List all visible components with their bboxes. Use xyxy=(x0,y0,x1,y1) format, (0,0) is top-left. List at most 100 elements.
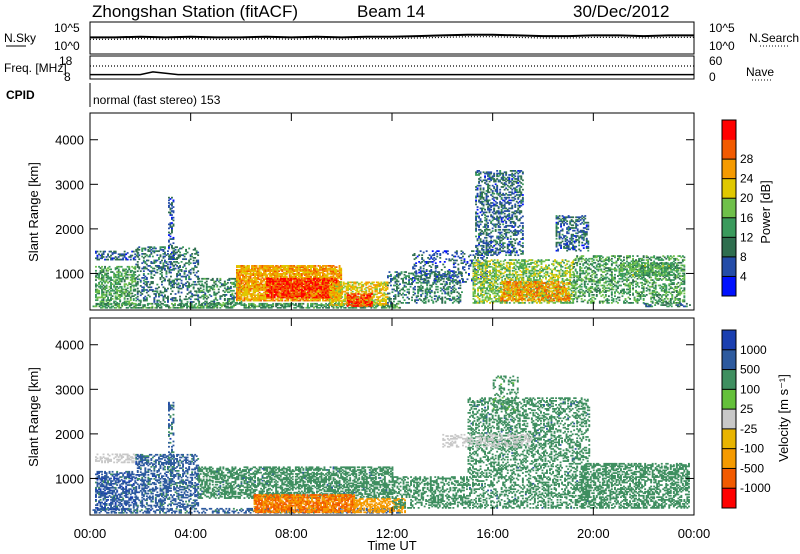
range-gate-cell xyxy=(139,299,142,302)
range-gate-cell xyxy=(100,306,103,309)
range-gate-cell xyxy=(171,290,174,293)
range-gate-cell xyxy=(411,296,414,299)
range-gate-cell xyxy=(162,302,164,305)
range-gate-cell xyxy=(179,265,182,267)
range-gate-cell xyxy=(243,304,246,306)
range-gate-cell xyxy=(436,291,439,294)
range-gate-cell xyxy=(181,306,184,309)
range-gate-cell xyxy=(168,234,170,236)
beam-label: Beam 14 xyxy=(357,2,425,21)
range-gate-cell xyxy=(192,294,195,297)
range-gate-cell xyxy=(120,253,123,256)
range-gate-cell xyxy=(258,305,261,308)
range-gate-cell xyxy=(153,274,156,277)
range-gate-cell xyxy=(198,300,201,303)
range-gate-cell xyxy=(214,305,217,308)
range-gate-cell xyxy=(150,246,153,249)
range-gate-cell xyxy=(380,305,383,308)
range-gate-cell xyxy=(254,306,257,309)
range-gate-cell xyxy=(185,270,188,273)
range-gate-cell xyxy=(101,254,104,257)
range-gate-cell xyxy=(145,285,148,287)
range-gate-cell xyxy=(199,289,202,292)
range-gate-cell xyxy=(147,248,150,251)
range-gate-cell xyxy=(397,306,400,309)
range-gate-cell xyxy=(148,255,151,258)
range-gate-cell xyxy=(144,275,147,278)
range-gate-cell xyxy=(213,305,216,308)
range-gate-cell xyxy=(117,298,120,300)
range-gate-cell xyxy=(98,277,101,280)
range-gate-cell xyxy=(170,269,172,271)
range-gate-cell xyxy=(144,299,147,302)
range-gate-cell xyxy=(414,285,417,288)
range-gate-cell xyxy=(370,293,373,295)
range-gate-cell xyxy=(101,299,104,302)
range-gate-cell xyxy=(117,277,120,280)
range-gate-cell xyxy=(284,302,287,305)
range-gate-cell xyxy=(440,269,443,271)
range-gate-cell xyxy=(145,281,148,283)
range-gate-cell xyxy=(186,302,189,305)
range-gate-cell xyxy=(169,306,172,309)
frequency-panel-frame xyxy=(89,55,695,80)
range-gate-cell xyxy=(156,259,159,262)
range-gate-cell xyxy=(154,290,157,293)
range-gate-cell xyxy=(128,294,131,296)
range-gate-cell xyxy=(151,262,154,265)
range-gate-cell xyxy=(158,266,160,269)
range-gate-cell xyxy=(191,283,194,286)
range-gate-cell xyxy=(95,304,98,306)
range-gate-cell xyxy=(102,303,105,306)
range-gate-cell xyxy=(102,291,105,294)
range-gate-cell xyxy=(188,278,191,281)
range-gate-cell xyxy=(174,248,177,251)
range-gate-cell xyxy=(132,298,135,300)
range-gate-cell xyxy=(387,304,389,306)
range-gate-cell xyxy=(422,267,425,270)
range-gate-cell xyxy=(104,273,107,276)
range-gate-cell xyxy=(311,304,314,306)
range-gate-cell xyxy=(126,295,129,298)
range-gate-cell xyxy=(147,250,150,253)
range-gate-cell xyxy=(144,253,147,255)
range-gate-cell xyxy=(374,305,377,308)
range-gate-cell xyxy=(129,289,132,292)
range-gate-cell xyxy=(164,251,166,254)
range-gate-cell xyxy=(168,244,170,247)
range-gate-cell xyxy=(139,302,142,305)
range-gate-cell xyxy=(142,267,145,270)
range-gate-cell xyxy=(176,299,179,302)
range-gate-cell xyxy=(180,261,183,263)
range-gate-cell xyxy=(310,305,312,308)
range-gate-cell xyxy=(95,250,97,253)
range-gate-cell xyxy=(168,278,171,281)
range-gate-cell xyxy=(177,271,180,274)
range-gate-cell xyxy=(107,269,110,272)
range-gate-cell xyxy=(154,265,157,267)
range-gate-cell xyxy=(101,295,104,298)
range-gate-cell xyxy=(96,250,99,253)
range-gate-cell xyxy=(98,253,101,256)
range-gate-cell xyxy=(126,273,129,276)
range-gate-cell xyxy=(201,283,204,286)
range-gate-cell xyxy=(201,291,204,294)
range-gate-cell xyxy=(383,306,386,309)
range-gate-cell xyxy=(105,289,108,292)
range-gate-cell xyxy=(300,302,303,305)
range-gate-cell xyxy=(436,255,439,258)
range-gate-cell xyxy=(185,277,188,279)
range-gate-cell xyxy=(179,255,182,258)
range-gate-cell xyxy=(194,262,197,265)
range-gate-cell xyxy=(176,246,179,249)
range-gate-cell xyxy=(114,292,117,295)
range-gate-cell xyxy=(114,268,117,271)
range-gate-cell xyxy=(390,302,392,305)
range-gate-cell xyxy=(192,305,195,308)
range-gate-cell xyxy=(107,303,110,306)
range-gate-cell xyxy=(337,306,340,309)
range-gate-cell xyxy=(168,223,170,226)
range-gate-cell xyxy=(254,304,257,306)
range-gate-cell xyxy=(105,294,108,296)
range-gate-cell xyxy=(319,279,321,281)
